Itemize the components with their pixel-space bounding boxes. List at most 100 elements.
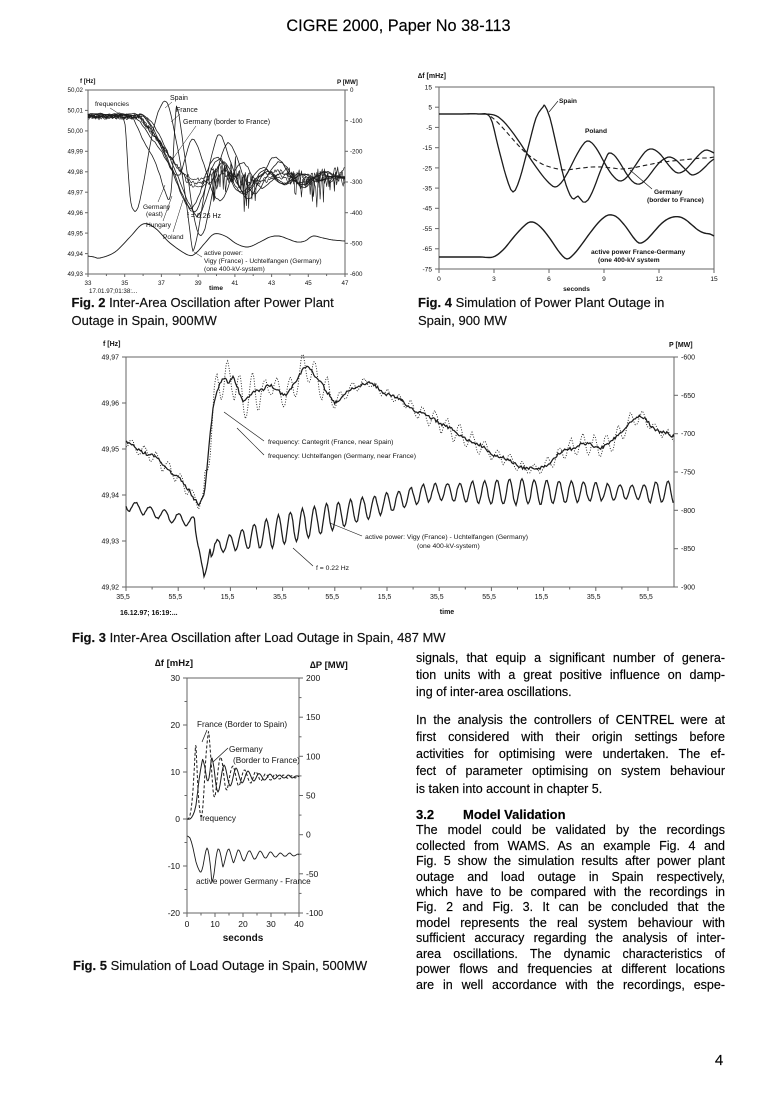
svg-text:(one 400-kV system: (one 400-kV system <box>598 257 660 264</box>
svg-text:Germany: Germany <box>143 204 171 211</box>
svg-text:6: 6 <box>547 276 551 283</box>
svg-text:5: 5 <box>428 105 432 112</box>
svg-text:45: 45 <box>305 280 312 287</box>
svg-text:0: 0 <box>350 87 354 94</box>
svg-text:49,95: 49,95 <box>68 230 84 237</box>
svg-text:Germany (border to France): Germany (border to France) <box>183 119 270 126</box>
svg-text:35,5: 35,5 <box>587 594 601 601</box>
svg-text:10: 10 <box>210 919 220 929</box>
svg-text:15: 15 <box>425 84 433 91</box>
svg-text:-600: -600 <box>350 271 363 278</box>
svg-text:-300: -300 <box>350 179 363 186</box>
svg-text:49,94: 49,94 <box>68 251 84 258</box>
svg-text:-5: -5 <box>426 125 432 132</box>
svg-text:-65: -65 <box>422 246 432 253</box>
svg-text:15,5: 15,5 <box>535 594 549 601</box>
svg-text:Germany: Germany <box>654 189 683 196</box>
svg-text:time: time <box>209 285 223 292</box>
svg-text:37: 37 <box>158 280 165 287</box>
svg-text:0: 0 <box>437 276 441 283</box>
svg-text:-75: -75 <box>422 266 432 273</box>
svg-text:43: 43 <box>268 280 275 287</box>
svg-text:55,5: 55,5 <box>325 594 339 601</box>
svg-text:3: 3 <box>492 276 496 283</box>
svg-text:30: 30 <box>171 673 181 683</box>
svg-text:150: 150 <box>306 712 320 722</box>
svg-text:-800: -800 <box>681 508 695 515</box>
svg-text:200: 200 <box>306 673 320 683</box>
svg-text:20: 20 <box>171 720 181 730</box>
svg-text:0: 0 <box>306 830 311 840</box>
svg-text:France: France <box>176 107 198 114</box>
svg-text:35,5: 35,5 <box>116 594 130 601</box>
svg-text:15,5: 15,5 <box>221 594 235 601</box>
svg-text:0: 0 <box>185 919 190 929</box>
svg-text:(Border to France): (Border to France) <box>233 756 300 765</box>
svg-text:49,97: 49,97 <box>101 355 119 362</box>
svg-text:41: 41 <box>231 280 238 287</box>
svg-text:-20: -20 <box>168 908 181 918</box>
svg-text:Poland: Poland <box>163 234 184 241</box>
svg-text:10: 10 <box>171 767 181 777</box>
svg-text:12: 12 <box>655 276 663 283</box>
svg-text:f [Hz]: f [Hz] <box>103 341 121 348</box>
svg-text:30: 30 <box>266 919 276 929</box>
svg-text:55,5: 55,5 <box>168 594 182 601</box>
svg-text:active power France-Germany: active power France-Germany <box>591 249 686 256</box>
svg-text:-750: -750 <box>681 470 695 477</box>
svg-text:P [MW]: P [MW] <box>337 79 358 86</box>
svg-text:P [MW]: P [MW] <box>669 342 693 349</box>
svg-text:-45: -45 <box>422 206 432 213</box>
svg-text:49,95: 49,95 <box>101 447 119 454</box>
svg-text:-100: -100 <box>306 908 323 918</box>
svg-text:(one 400-kV-system): (one 400-kV-system) <box>204 266 265 273</box>
svg-text:49,98: 49,98 <box>68 169 84 176</box>
svg-text:frequency: Cantegrit (France,: frequency: Cantegrit (France, near Spain… <box>268 439 393 446</box>
svg-text:49,93: 49,93 <box>101 539 119 546</box>
svg-text:f = 0.26 Hz: f = 0.26 Hz <box>187 213 222 220</box>
svg-text:(east): (east) <box>146 211 163 218</box>
svg-text:17.01.97;01:38:...: 17.01.97;01:38:... <box>89 288 137 295</box>
svg-text:50,00: 50,00 <box>68 128 84 135</box>
svg-text:-15: -15 <box>422 145 432 152</box>
svg-text:-600: -600 <box>681 355 695 362</box>
svg-text:39: 39 <box>195 280 202 287</box>
svg-text:Spain: Spain <box>559 98 577 105</box>
svg-text:49,96: 49,96 <box>101 401 119 408</box>
svg-text:49,99: 49,99 <box>68 149 84 156</box>
svg-text:Hungary: Hungary <box>146 222 172 229</box>
svg-text:49,96: 49,96 <box>68 210 84 217</box>
svg-text:active power: Vigy (France) -: active power: Vigy (France) - Uchtelfang… <box>365 534 528 541</box>
svg-text:Germany: Germany <box>229 745 264 754</box>
svg-text:20: 20 <box>238 919 248 929</box>
svg-text:50,01: 50,01 <box>68 108 84 115</box>
svg-text:49,97: 49,97 <box>68 189 84 196</box>
svg-text:35,5: 35,5 <box>273 594 287 601</box>
svg-text:50: 50 <box>306 791 316 801</box>
svg-text:50,02: 50,02 <box>68 87 84 94</box>
svg-text:40: 40 <box>294 919 304 929</box>
svg-text:16.12.97; 16:19:...: 16.12.97; 16:19:... <box>120 610 178 617</box>
svg-text:frequency: frequency <box>200 814 237 823</box>
svg-text:-10: -10 <box>168 861 181 871</box>
svg-text:active power Germany - France: active power Germany - France <box>196 877 311 886</box>
svg-text:55,5: 55,5 <box>639 594 653 601</box>
svg-text:-200: -200 <box>350 149 363 156</box>
svg-text:-700: -700 <box>681 431 695 438</box>
svg-text:-100: -100 <box>350 118 363 125</box>
svg-text:-35: -35 <box>422 186 432 193</box>
svg-text:100: 100 <box>306 751 320 761</box>
svg-text:-55: -55 <box>422 226 432 233</box>
svg-text:seconds: seconds <box>563 286 590 293</box>
svg-text:time: time <box>440 609 455 616</box>
svg-text:active power:: active power: <box>204 250 243 257</box>
svg-text:-900: -900 <box>681 585 695 592</box>
svg-text:47: 47 <box>342 280 349 287</box>
svg-text:Poland: Poland <box>585 128 607 135</box>
svg-text:frequencies: frequencies <box>95 101 130 108</box>
svg-text:55,5: 55,5 <box>482 594 496 601</box>
svg-text:seconds: seconds <box>223 933 264 944</box>
svg-text:9: 9 <box>602 276 606 283</box>
svg-text:∆f [mHz]: ∆f [mHz] <box>418 73 446 80</box>
svg-text:-500: -500 <box>350 241 363 248</box>
